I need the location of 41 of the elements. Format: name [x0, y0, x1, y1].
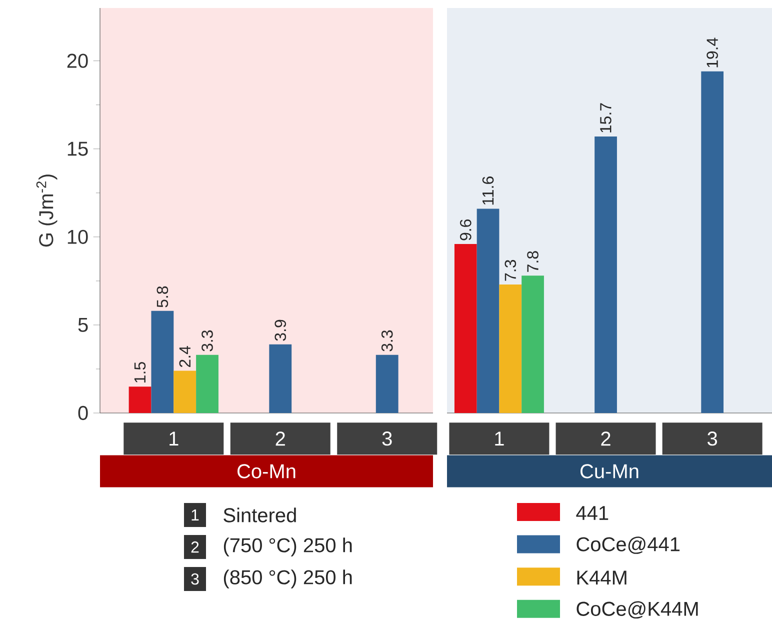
legend-label: 441 — [576, 506, 608, 520]
data-label: 3.3 — [202, 330, 213, 352]
x-tick-label: 2 — [601, 432, 610, 446]
y-axis-title: G (Jm$^{-2}$) — [36, 174, 58, 247]
x-tick-label: 3 — [708, 432, 718, 446]
x-tick-label: 3 — [382, 432, 392, 446]
bar — [476, 208, 500, 413]
y-tick-label: 20 — [67, 54, 88, 68]
bar — [701, 71, 724, 413]
x-tick-label: 1 — [495, 432, 504, 446]
y-tick-label: 15 — [68, 142, 88, 156]
legend-label: K44M — [577, 570, 626, 584]
text: (850 °C) 250 h — [224, 570, 352, 588]
data-label: 3.3 — [381, 330, 393, 352]
x-tick-label: 2 — [276, 432, 285, 446]
data-label: 2.4 — [179, 346, 190, 368]
x-axis-title: Cu-Mn — [580, 464, 638, 478]
data-label: 3.9 — [274, 320, 286, 341]
legend-label: CoCe@441 — [576, 536, 680, 554]
x-tick-label: 1 — [170, 432, 178, 446]
category-label: 3 — [191, 573, 199, 585]
data-label: 9.6 — [460, 219, 472, 240]
y-tick-label: 10 — [68, 230, 88, 244]
data-label: 7.8 — [527, 251, 538, 272]
x-axis-title: Co-Mn — [238, 464, 296, 478]
data-label: 15.7 — [600, 103, 612, 132]
bar — [454, 244, 477, 413]
data-label: 7.3 — [504, 260, 516, 281]
data-label: 19.4 — [706, 38, 718, 68]
data-label: 1.5 — [134, 362, 146, 382]
text: (750 °C) 250 h — [224, 538, 352, 556]
category-label: 2 — [191, 541, 199, 553]
data-label: 11.6 — [482, 176, 494, 205]
text: Sintered — [224, 508, 296, 522]
bar — [522, 276, 544, 413]
category-label: 1 — [192, 510, 199, 521]
y-tick-label: 0 — [78, 406, 88, 420]
y-tick-label: 5 — [78, 318, 88, 332]
legend-label: CoCe@K44M — [576, 601, 698, 619]
bar — [499, 284, 522, 413]
data-label: 5.8 — [156, 286, 168, 308]
